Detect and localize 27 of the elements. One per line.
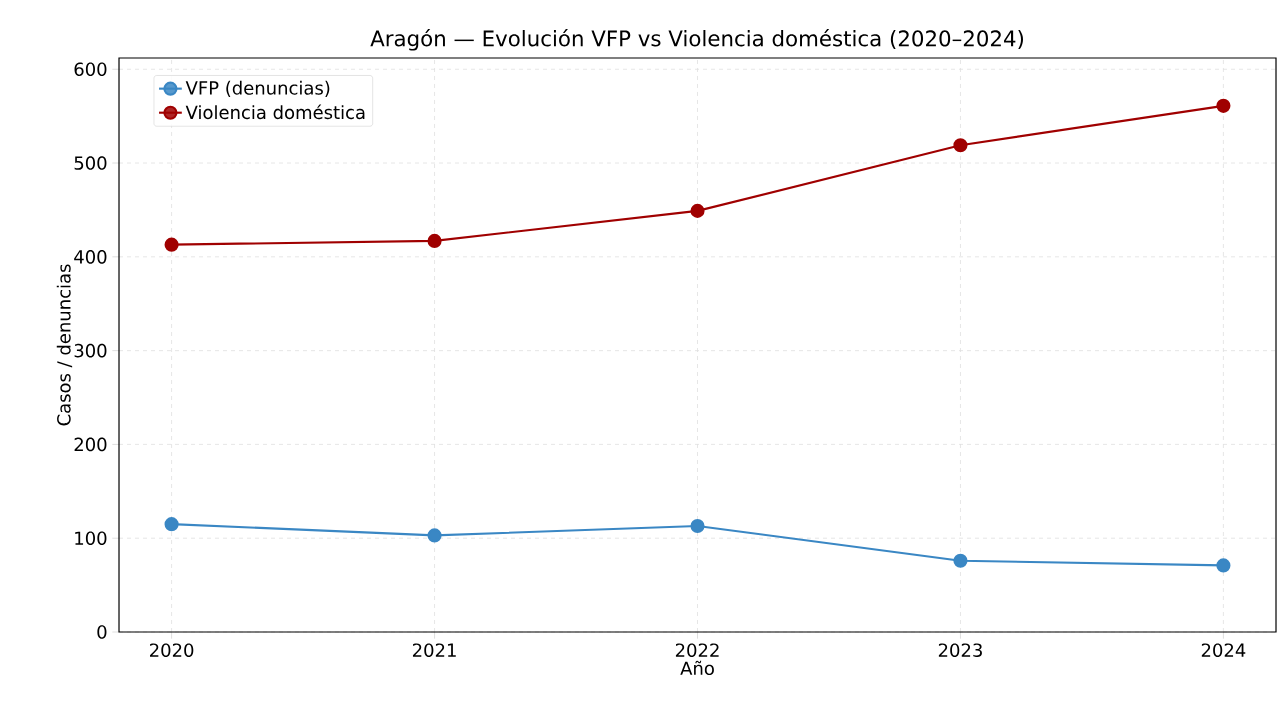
point (690, 518, 705, 534)
y-tick-label: 0 (97, 625, 107, 639)
chart-title: Aragón — Evolución VFP vs Violencia doméstica (2020–2024) (370, 29, 1024, 51)
y-tick-label: 600 (74, 62, 107, 77)
point (1216, 558, 1231, 573)
x-tick-label: 2020 (150, 643, 194, 657)
point (953, 138, 968, 153)
point (427, 528, 442, 543)
point (690, 203, 705, 218)
x-tick-label: 2023 (938, 643, 982, 657)
legend-label: VFP (denuncias) (185, 80, 330, 97)
y-tick-label: 200 (74, 437, 107, 452)
y-axis-title: Casos / denuncias (56, 264, 73, 426)
y-tick-label: 400 (74, 250, 107, 264)
point (427, 233, 442, 248)
point (164, 517, 179, 532)
point (164, 237, 179, 252)
y-tick-label: 500 (74, 156, 107, 170)
x-tick-label: 2021 (412, 643, 456, 657)
y-tick-label: 100 (75, 531, 107, 546)
x-tick-label: 2022 (675, 643, 719, 657)
y-tick-label: 300 (74, 343, 107, 358)
x-axis-title: Año (680, 660, 714, 676)
point (953, 553, 968, 568)
point (1216, 98, 1231, 113)
legend-label: Violencia doméstica (185, 104, 365, 120)
x-tick-label: 2024 (1201, 643, 1246, 657)
